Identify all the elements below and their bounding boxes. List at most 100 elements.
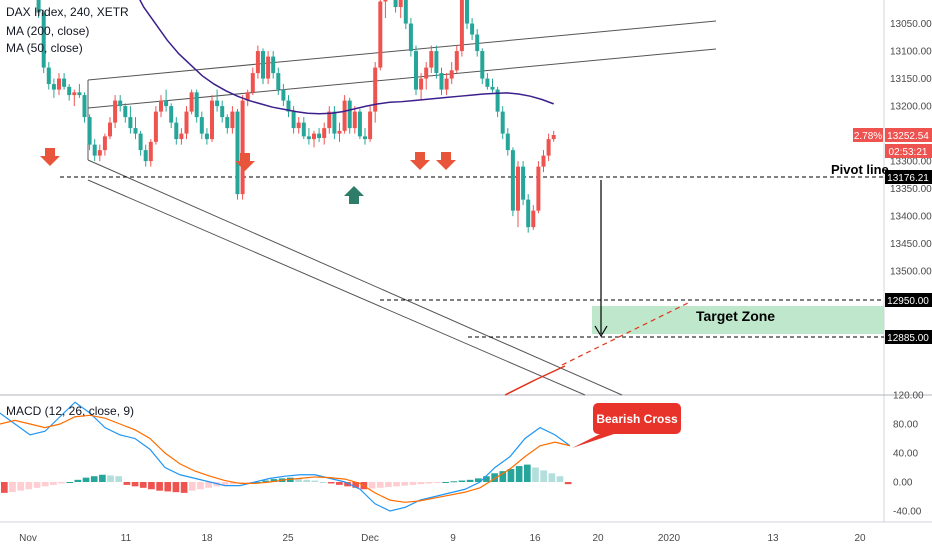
candle[interactable] (546, 133, 551, 162)
candle[interactable] (306, 128, 311, 145)
candle[interactable] (363, 128, 367, 145)
candle[interactable] (296, 117, 301, 134)
candle[interactable] (449, 62, 454, 85)
candle[interactable] (240, 95, 245, 200)
candle[interactable] (424, 62, 429, 90)
ma50-line[interactable] (50, 0, 554, 115)
candle[interactable] (398, 0, 403, 19)
candle[interactable] (347, 97, 352, 134)
candle[interactable] (271, 51, 276, 79)
candle[interactable] (470, 18, 475, 41)
candle[interactable] (383, 0, 388, 19)
candle[interactable] (403, 0, 408, 30)
candle[interactable] (159, 95, 163, 118)
bearish-cross-callout[interactable]: Bearish Cross (572, 403, 681, 448)
candle[interactable] (108, 117, 112, 140)
candle[interactable] (164, 89, 169, 112)
target-zone[interactable] (592, 306, 884, 334)
candle[interactable] (245, 89, 250, 107)
candle[interactable] (429, 45, 434, 74)
candle[interactable] (454, 45, 459, 74)
candle[interactable] (36, 0, 41, 19)
candle[interactable] (342, 95, 347, 134)
candle[interactable] (408, 18, 413, 57)
candle[interactable] (123, 103, 128, 123)
candle[interactable] (322, 122, 327, 145)
candle[interactable] (531, 205, 536, 230)
candle[interactable] (393, 0, 398, 13)
candle[interactable] (72, 89, 77, 107)
candle[interactable] (551, 130, 556, 142)
candle[interactable] (210, 95, 214, 142)
candle[interactable] (414, 45, 418, 96)
candle[interactable] (352, 106, 357, 134)
symbol-title[interactable]: DAX Index, 240, XETR (6, 5, 129, 19)
candle[interactable] (62, 73, 67, 90)
candle[interactable] (82, 92, 87, 123)
candle[interactable] (261, 48, 265, 85)
candle[interactable] (373, 62, 378, 123)
candle[interactable] (276, 67, 281, 96)
candle[interactable] (378, 0, 383, 71)
candle[interactable] (281, 84, 286, 107)
candle[interactable] (220, 100, 225, 123)
ma50-legend[interactable]: MA (50, close) (6, 41, 83, 55)
candle[interactable] (495, 86, 500, 118)
candle[interactable] (500, 106, 505, 140)
candle[interactable] (174, 117, 179, 145)
candle[interactable] (434, 45, 439, 79)
candle[interactable] (510, 147, 515, 217)
macd-histogram[interactable] (1, 464, 572, 493)
candle[interactable] (317, 128, 322, 142)
candle[interactable] (286, 95, 291, 118)
macd-axis[interactable]: 120.00 80.00 40.00 0.00 -40.00 (893, 391, 924, 518)
candle[interactable] (516, 161, 520, 228)
candle[interactable] (179, 128, 184, 145)
candle[interactable] (169, 103, 174, 129)
candle[interactable] (194, 89, 199, 123)
candle[interactable] (199, 111, 204, 140)
candle[interactable] (77, 84, 82, 98)
candle[interactable] (204, 128, 209, 145)
candle[interactable] (465, 0, 469, 30)
candle[interactable] (312, 130, 316, 148)
candle[interactable] (490, 78, 495, 93)
candle[interactable] (92, 139, 97, 162)
candle[interactable] (215, 89, 220, 112)
candle[interactable] (541, 150, 546, 173)
ma200-legend[interactable]: MA (200, close) (6, 24, 90, 38)
macd-signal-line[interactable] (0, 414, 571, 503)
candle[interactable] (133, 117, 138, 140)
candle[interactable] (266, 51, 271, 85)
candle[interactable] (87, 114, 92, 151)
candle[interactable] (230, 106, 235, 134)
candle[interactable] (138, 130, 143, 156)
candle[interactable] (337, 122, 342, 142)
candle[interactable] (485, 73, 490, 90)
candle[interactable] (439, 67, 444, 96)
candle[interactable] (255, 45, 260, 79)
candle[interactable] (225, 114, 230, 134)
candle[interactable] (41, 9, 46, 74)
candle[interactable] (368, 106, 373, 142)
time-axis[interactable]: Nov 11 18 25 Dec 9 16 20 2020 13 20 (19, 533, 866, 544)
candle[interactable] (97, 144, 102, 162)
candle[interactable] (536, 161, 541, 214)
candle[interactable] (189, 89, 194, 115)
candle[interactable] (143, 144, 148, 167)
candle[interactable] (419, 73, 424, 101)
candle[interactable] (46, 62, 51, 90)
candle[interactable] (301, 117, 306, 140)
candle[interactable] (51, 78, 56, 98)
candle[interactable] (235, 108, 240, 200)
candle[interactable] (148, 139, 153, 167)
candle[interactable] (184, 106, 189, 140)
candle[interactable] (475, 29, 480, 57)
candle[interactable] (57, 73, 61, 96)
trend-lines[interactable] (87, 20, 717, 396)
macd-line[interactable] (0, 401, 571, 512)
candle[interactable] (459, 0, 464, 57)
candle[interactable] (153, 106, 158, 145)
candle[interactable] (327, 106, 332, 134)
